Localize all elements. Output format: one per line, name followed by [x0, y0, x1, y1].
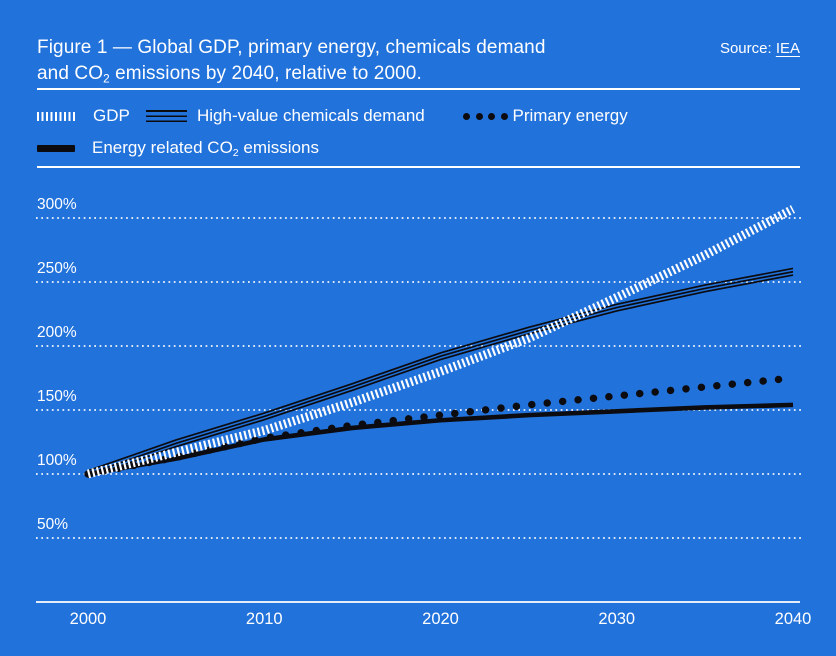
legend-item-gdp: GDP	[37, 105, 130, 127]
legend-item-chemicals: High-value chemicals demand	[146, 105, 425, 127]
x-tick-label-2030: 2030	[598, 610, 636, 628]
gdp-line	[86, 205, 796, 479]
source-link-iea[interactable]: IEA	[775, 40, 800, 57]
legend-item-co2: Energy related CO2 emissions	[37, 137, 319, 159]
title-co2-post: emissions by 2040, relative to 2000.	[109, 63, 422, 84]
figure-title-line2: and CO2 emissions by 2040, relative to 2…	[37, 61, 422, 92]
legend-label-co2: Energy related CO2 emissions	[92, 137, 319, 159]
chemicals-demand-line-1	[87, 270, 794, 475]
y-tick-label-50: 50%	[37, 516, 69, 533]
legend-label-gdp: GDP	[93, 106, 130, 125]
legend-item-primary-energy: Primary energy	[463, 105, 628, 127]
legend-divider	[37, 166, 800, 168]
y-tick-label-250: 250%	[37, 260, 77, 277]
gdp-hatched-line-icon	[37, 111, 76, 121]
dotted-line-icon	[463, 112, 508, 120]
source-label: Source:	[719, 40, 776, 57]
source-note: Source: IEA	[720, 40, 800, 58]
legend-label-chemicals: High-value chemicals demand	[197, 106, 425, 125]
legend-co2-subscript: 2	[232, 146, 239, 159]
y-tick-label-100: 100%	[37, 452, 77, 469]
primary-energy-line	[84, 374, 797, 478]
triple-line-icon	[146, 109, 187, 123]
title-co2-pre: and CO	[37, 63, 104, 84]
solid-line-icon	[37, 144, 75, 152]
chemicals-demand-line-2	[87, 274, 794, 479]
figure-title-line1: Figure 1 — Global GDP, primary energy, c…	[37, 37, 546, 58]
x-tick-label-2040: 2040	[774, 610, 812, 628]
y-tick-label-300: 300%	[37, 196, 77, 213]
y-tick-label-200: 200%	[37, 324, 77, 341]
chemicals-demand-line-0	[87, 267, 794, 472]
y-tick-label-150: 150%	[37, 388, 77, 405]
legend-label-primary-energy: Primary energy	[512, 106, 628, 125]
title-divider	[37, 88, 800, 90]
title-co2-subscript: 2	[103, 72, 110, 86]
co2-emissions-line	[87, 402, 794, 477]
x-tick-label-2020: 2020	[422, 610, 459, 628]
x-tick-label-2000: 2000	[69, 610, 107, 628]
x-tick-label-2010: 2010	[245, 610, 283, 628]
